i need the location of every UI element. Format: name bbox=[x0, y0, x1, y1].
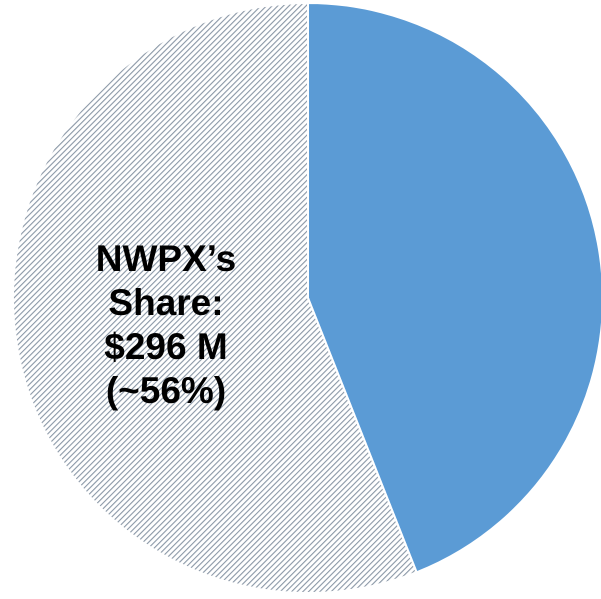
pie-slice bbox=[307, 1, 601, 574]
slice-label: NWPX’s Share: $296 M (~56%) bbox=[76, 237, 256, 413]
slice-category: NWPX’s Share: bbox=[95, 238, 237, 324]
slice-value-label: $296 M (~56%) bbox=[104, 326, 228, 412]
pie-slice bbox=[12, 1, 418, 594]
